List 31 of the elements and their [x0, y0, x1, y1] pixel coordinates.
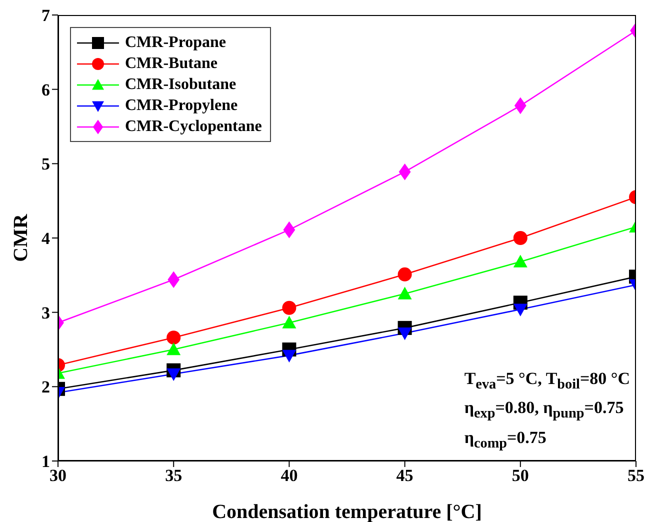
- x-tick-label: 30: [50, 466, 66, 486]
- legend-label: CMR-Cyclopentane: [125, 118, 262, 136]
- x-tick-label: 35: [165, 466, 182, 486]
- point: [282, 350, 296, 362]
- legend-label: CMR-Propylene: [125, 96, 238, 114]
- annotation: η$_{exp}$=0.80, η$_{punp}$=0.75: [464, 397, 625, 424]
- point: [282, 300, 296, 315]
- annotation: η$_{comp}$=0.75: [464, 426, 548, 453]
- point: [398, 286, 412, 300]
- x-tick-label: 50: [512, 466, 529, 486]
- y-tick-label: 7: [42, 6, 50, 26]
- y-tick-label: 4: [42, 229, 50, 248]
- x-tick-label: 40: [280, 466, 298, 486]
- annotation: T$_{eva}$=5 °C, T$_{boil}$=80 °C: [464, 368, 630, 394]
- point: [398, 267, 412, 282]
- y-tick-label: 2: [42, 378, 50, 397]
- y-tick-label: 1: [42, 452, 50, 472]
- y-tick-label: 3: [42, 303, 50, 322]
- point: [398, 328, 412, 340]
- y-axis-title: CMR: [10, 214, 32, 262]
- x-tick-label: 55: [628, 466, 644, 486]
- x-tick-label: 45: [396, 466, 414, 486]
- y-tick-label: 5: [42, 154, 50, 174]
- point: [398, 163, 411, 180]
- y-tick-label: 6: [42, 80, 50, 100]
- legend-label: CMR-Butane: [125, 54, 218, 72]
- legend-label: CMR-Propane: [125, 34, 226, 52]
- point: [283, 221, 296, 238]
- point: [282, 316, 296, 328]
- legend-label: CMR-Isobutane: [125, 76, 236, 94]
- x-axis-title: Condensation temperature [°C]: [212, 501, 482, 522]
